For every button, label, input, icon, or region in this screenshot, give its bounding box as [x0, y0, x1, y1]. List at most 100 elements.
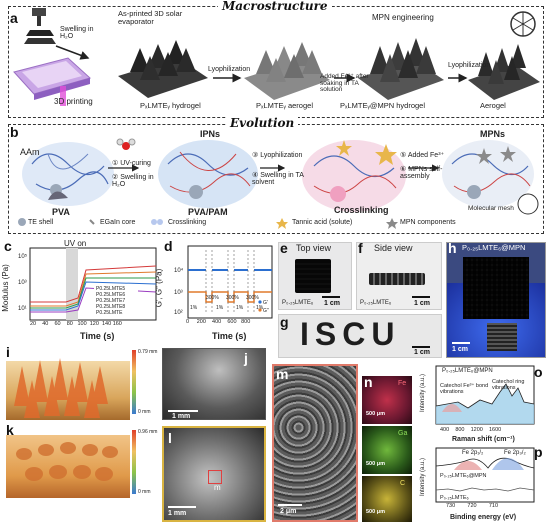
- label-aerogel: PₓLMTEᵧ aerogel: [256, 101, 313, 110]
- panel-e-sample: P₀.₂₅LMTE₆: [282, 300, 314, 306]
- panel-b-illustration: [18, 138, 539, 229]
- hydrogel-array: [118, 40, 208, 98]
- panel-p-sample2: P₀.₂₅LMTE₆: [440, 495, 469, 501]
- x-tick: 100: [77, 321, 87, 327]
- svg-text:P0.25LMTE5: P0.25LMTE5: [96, 286, 125, 292]
- x-tick: 400: [440, 427, 450, 433]
- panel-p-sample1: P₀.₂₅LMTE₆@MPN: [440, 473, 487, 479]
- large-sample: [463, 257, 529, 319]
- panel-b-letter: b: [10, 124, 19, 140]
- legend-tannic: Tannic acid (solute): [292, 219, 353, 226]
- panel-h-scale-text: 1 cm: [452, 346, 468, 353]
- x-tick: 400: [212, 319, 222, 325]
- label-crosslinking: Crosslinking: [334, 205, 389, 215]
- sample-array-top: [295, 259, 331, 293]
- panel-d-ytick-1: 10³: [174, 290, 183, 296]
- panel-n-letter: n: [364, 374, 373, 390]
- panel-i-colorbar: [132, 350, 136, 414]
- label-as-printed: As-printed 3D solar evaporator: [118, 9, 183, 26]
- panel-n-map-ga: [362, 426, 412, 474]
- panel-b-title: Evolution: [226, 117, 299, 129]
- panel-f-sample: P₀.₂₅LMTE₆: [360, 300, 392, 306]
- label-ipns: IPNs: [200, 129, 221, 139]
- label-added-fe: Added Fe³⁺ after soaking in TA solution: [320, 73, 369, 93]
- label-swelling: Swelling in H₂O: [60, 26, 94, 40]
- panel-f-scale-text: 1 cm: [414, 300, 430, 307]
- panel-n-map-c: [362, 476, 412, 522]
- panel-o-ann2: Catechol Fe³⁺ bond vibrations: [440, 383, 489, 395]
- panel-c-ytick-1: 10³: [18, 280, 27, 286]
- panel-i-scale-max: 0.79 mm: [138, 349, 158, 355]
- panel-l-letter: l: [168, 430, 172, 446]
- label-step6: ⑥ MPNs self-assembly: [400, 166, 443, 180]
- x-tick: 1600: [489, 427, 502, 433]
- panel-d-strain-5: 300%: [246, 295, 259, 301]
- panel-c-letter: c: [4, 238, 12, 254]
- panel-f-title: Side view: [374, 243, 413, 253]
- panel-l-sem: [162, 426, 266, 522]
- panel-d-chart: G' G'': [187, 245, 273, 319]
- panel-n-label-fe: Fe: [398, 380, 407, 387]
- legend-te-shell: TE shell: [28, 219, 54, 226]
- svg-text:G'': G'': [263, 308, 269, 314]
- panel-n-scale-ga: 500 μm: [366, 461, 385, 467]
- svg-text:G': G': [263, 300, 268, 306]
- label-pva: PVA: [52, 207, 70, 217]
- panel-m-scalebar: [278, 504, 302, 506]
- panel-p-fe2: Fe 2p₃/₂: [504, 450, 526, 456]
- panel-c-chart: P0.25LMTE5P0.25LMTE6P0.25LMTE7P0.25LMTE8…: [29, 247, 157, 321]
- panel-c-uv-on: UV on: [64, 239, 87, 248]
- panel-a-letter: a: [10, 10, 18, 26]
- panel-d-strain-1: 300%: [206, 295, 219, 301]
- panel-e-scalebar: [322, 296, 340, 298]
- x-tick: 60: [54, 321, 61, 327]
- label-pva-pam: PVA/PAM: [188, 207, 228, 217]
- x-tick: 0: [186, 319, 190, 325]
- panel-o-chart: [435, 365, 535, 425]
- panel-k-colorbar: [132, 430, 136, 494]
- panel-m-sem: [272, 364, 358, 522]
- svg-text:P0.25LMTE6: P0.25LMTE6: [96, 292, 125, 298]
- panel-p-xlabel: Binding energy (eV): [450, 514, 517, 521]
- legend-egain: EGaIn core: [100, 219, 136, 226]
- panel-n-map-fe: [362, 376, 412, 424]
- panel-h-title: P₀.₂₅LMTE₆@MPN: [462, 243, 526, 252]
- mpn-hydrogel-array: [358, 38, 444, 100]
- panel-c-ytick-2: 10¹: [18, 306, 27, 312]
- panel-f-letter: f: [358, 240, 363, 256]
- panel-d-strain-2: 1%: [216, 305, 224, 311]
- panel-o-ylabel: Intensity (a.u.): [420, 373, 427, 413]
- panel-g-scale-text: 1 cm: [414, 349, 430, 356]
- label-mpn-engineering: MPN engineering: [372, 13, 434, 22]
- panel-k-letter: k: [6, 422, 14, 438]
- panel-e-scale-text: 1 cm: [324, 300, 340, 307]
- label-mpns: MPNs: [480, 129, 506, 139]
- panel-o-letter: o: [534, 364, 543, 380]
- panel-m-letter: m: [276, 366, 289, 382]
- panel-e-photo: [278, 242, 352, 310]
- panel-e-letter: e: [280, 240, 288, 256]
- small-sample: [487, 323, 517, 351]
- x-tick: 40: [42, 321, 49, 327]
- sample-array-side: [369, 273, 425, 285]
- label-aam: AAm: [20, 147, 40, 157]
- x-tick: 200: [196, 319, 206, 325]
- panel-d-xticks: 0 200 400 600 800: [186, 319, 250, 326]
- panel-d-letter: d: [164, 238, 173, 254]
- panel-p-chart: [435, 447, 535, 503]
- x-tick: 140: [101, 321, 112, 327]
- panel-o-ann1: Catechol ring vibrations: [492, 379, 525, 391]
- label-lyophilization-2: Lyophilization: [448, 62, 491, 69]
- legend-mpn-components: MPN components: [400, 219, 456, 226]
- panel-g-scalebar: [412, 346, 430, 348]
- panel-o-xlabel: Raman shift (cm⁻¹): [452, 436, 515, 443]
- panel-h-photo: [446, 242, 546, 358]
- label-step4: ④ Swelling in TA solvent: [252, 172, 304, 186]
- panel-g-iscu-text: ISCU: [300, 316, 401, 352]
- panel-g-photo: [278, 314, 442, 358]
- x-tick: 720: [467, 503, 477, 509]
- panel-d-strain-3: 300%: [226, 295, 239, 301]
- panel-j-scalebar: [168, 410, 198, 412]
- legend-crosslinking: Crosslinking: [168, 219, 207, 226]
- panel-p-fe1: Fe 2p₁/₂: [462, 450, 484, 456]
